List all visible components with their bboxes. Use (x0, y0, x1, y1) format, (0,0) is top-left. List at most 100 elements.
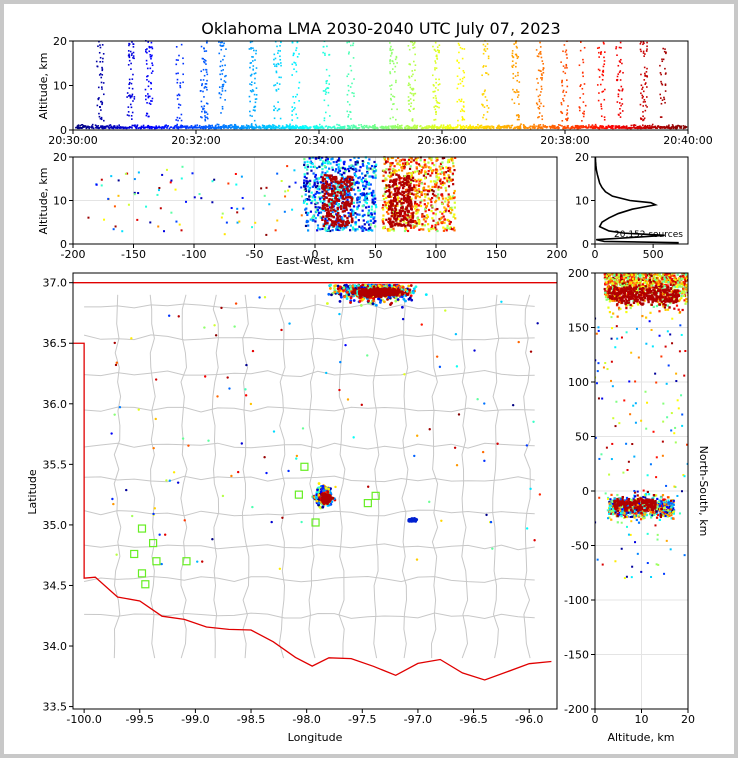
source-point (313, 184, 316, 187)
source-point (326, 162, 330, 165)
source-point (423, 170, 427, 173)
source-point (392, 125, 394, 128)
source-point (368, 187, 371, 190)
source-point (406, 216, 409, 219)
source-point (361, 205, 364, 208)
source-point (308, 199, 312, 202)
source-point (540, 85, 543, 88)
source-point (397, 190, 400, 193)
source-point (275, 63, 278, 66)
source-point (384, 126, 386, 129)
source-point (407, 162, 410, 165)
source-point (204, 126, 207, 129)
source-point (177, 119, 179, 122)
source-point (487, 57, 490, 60)
source-point (430, 196, 434, 200)
source-point (564, 72, 567, 75)
source-point (531, 125, 533, 128)
source-point (395, 185, 399, 188)
source-point (291, 125, 293, 128)
source-point (385, 196, 388, 200)
source-point (175, 119, 178, 121)
source-point (281, 125, 284, 127)
source-point (451, 162, 455, 165)
source-point (605, 126, 608, 129)
source-point (397, 215, 401, 218)
source-point (603, 116, 606, 118)
source-point (457, 83, 460, 85)
source-point (580, 41, 582, 43)
source-point (664, 48, 666, 50)
source-point (598, 51, 600, 54)
source-point (318, 188, 321, 191)
source-point (515, 62, 517, 65)
source-point (87, 216, 90, 219)
source-point (291, 208, 294, 211)
source-point (482, 116, 484, 119)
source-point (424, 193, 428, 196)
source-point (216, 123, 219, 126)
source-point (348, 215, 351, 218)
source-point (619, 41, 622, 44)
source-point (414, 126, 416, 129)
source-point (442, 215, 445, 218)
source-point (293, 126, 296, 128)
source-point (364, 201, 367, 204)
source-point (424, 126, 426, 129)
source-point (340, 166, 343, 170)
source-point (105, 126, 107, 128)
source-point (538, 112, 541, 114)
source-point (536, 77, 538, 80)
source-point (435, 99, 438, 102)
source-point (323, 119, 326, 122)
source-point (291, 126, 293, 129)
source-point (309, 161, 312, 164)
source-point (396, 196, 400, 199)
source-point (350, 209, 354, 212)
source-point (193, 125, 196, 128)
source-point (292, 108, 295, 111)
source-point (382, 204, 385, 207)
source-point (193, 196, 196, 199)
source-point (566, 67, 568, 69)
source-point (201, 116, 203, 119)
source-point (97, 127, 99, 129)
source-point (342, 161, 345, 164)
source-point (430, 200, 433, 204)
source-point (484, 50, 487, 52)
source-point (444, 171, 448, 174)
source-point (630, 124, 633, 127)
source-point (82, 126, 84, 128)
source-point (506, 127, 508, 129)
source-point (502, 125, 505, 128)
source-point (369, 219, 372, 222)
source-point (354, 126, 357, 129)
source-point (147, 85, 150, 88)
source-point (328, 176, 332, 179)
source-point (85, 127, 88, 130)
source-point (448, 126, 450, 129)
source-point (512, 64, 515, 67)
source-point (325, 215, 328, 218)
source-point (130, 82, 133, 85)
source-point (203, 60, 205, 63)
source-point (671, 124, 674, 126)
source-point (159, 207, 162, 210)
source-point (432, 97, 435, 99)
source-point (348, 202, 352, 206)
source-point (600, 53, 602, 55)
source-point (432, 227, 435, 230)
source-point (412, 73, 414, 76)
source-point (296, 93, 299, 96)
source-point (250, 90, 253, 93)
lma-figure: Oklahoma LMA 2030-2040 UTC July 07, 2023… (26, 19, 713, 744)
source-point (331, 204, 334, 207)
source-point (346, 201, 350, 204)
source-point (180, 177, 183, 180)
source-point (221, 107, 224, 110)
source-point (270, 125, 273, 128)
source-point (361, 228, 364, 231)
source-point (618, 125, 620, 127)
source-point (348, 177, 351, 180)
source-point (389, 55, 392, 57)
